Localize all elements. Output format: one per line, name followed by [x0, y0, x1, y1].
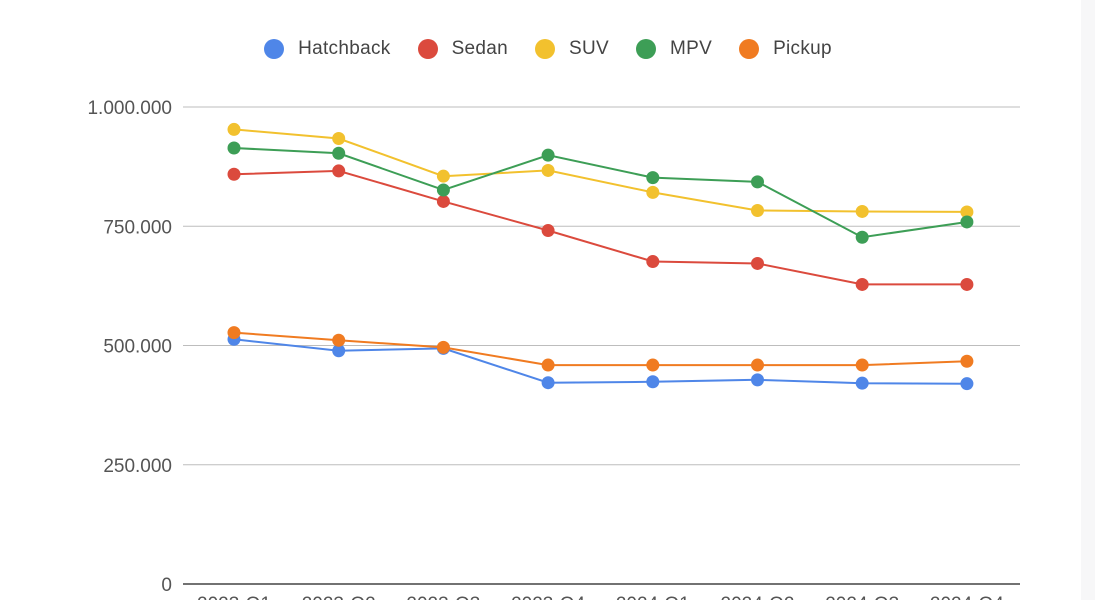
- legend-label: Pickup: [773, 38, 832, 59]
- y-tick-label: 1.000.000: [87, 98, 172, 119]
- x-tick-label: 2023-Q4: [511, 594, 585, 600]
- chart-legend: Hatchback Sedan SUV MPV Pickup: [0, 33, 1095, 65]
- legend-item-hatchback[interactable]: Hatchback: [264, 38, 390, 60]
- data-point-mpv: [227, 141, 241, 155]
- data-point-pickup: [436, 340, 450, 354]
- data-point-mpv: [646, 171, 660, 185]
- legend-item-sedan[interactable]: Sedan: [417, 38, 509, 60]
- x-tick-label: 2023-Q3: [406, 594, 480, 600]
- y-tick-label: 250.000: [103, 456, 172, 477]
- legend-item-mpv[interactable]: MPV: [635, 38, 713, 60]
- data-point-hatchback: [646, 375, 660, 389]
- legend-item-suv[interactable]: SUV: [535, 38, 609, 60]
- legend-marker-icon: [264, 39, 285, 59]
- legend-marker-icon: [417, 39, 438, 59]
- data-point-mpv: [332, 146, 346, 160]
- data-point-hatchback: [751, 373, 764, 387]
- y-tick-label: 0: [161, 575, 172, 596]
- x-tick-label: 2024-Q2: [721, 594, 795, 600]
- data-point-mpv: [855, 230, 869, 244]
- data-point-hatchback: [541, 376, 555, 390]
- legend-label: Hatchback: [298, 38, 391, 59]
- legend-marker-icon: [739, 39, 760, 59]
- data-point-sedan: [332, 164, 346, 178]
- data-point-mpv: [751, 175, 764, 189]
- data-point-suv: [646, 185, 660, 199]
- x-tick-label: 2024-Q3: [825, 594, 899, 600]
- data-point-mpv: [436, 183, 450, 197]
- data-point-suv: [332, 131, 346, 145]
- data-point-suv: [436, 169, 450, 183]
- data-point-suv: [855, 204, 869, 218]
- series-line-suv: [233, 128, 967, 213]
- data-point-pickup: [541, 358, 555, 372]
- data-point-pickup: [751, 358, 764, 372]
- data-point-sedan: [751, 256, 764, 270]
- data-point-sedan: [541, 224, 555, 238]
- y-tick-label: 750.000: [103, 217, 172, 238]
- series-line-hatchback: [233, 338, 967, 385]
- data-point-hatchback: [960, 377, 974, 391]
- series-line-mpv: [233, 147, 968, 239]
- data-point-suv: [227, 122, 241, 136]
- data-point-pickup: [855, 358, 869, 372]
- x-tick-label: 2024-Q4: [930, 594, 1004, 600]
- series-line-pickup: [233, 331, 967, 367]
- data-point-sedan: [855, 277, 869, 291]
- legend-marker-icon: [535, 39, 556, 59]
- data-point-suv: [541, 163, 555, 177]
- data-point-sedan: [436, 194, 450, 208]
- y-tick-label: 500.000: [103, 337, 172, 358]
- legend-label: MPV: [669, 38, 713, 59]
- data-point-mpv: [541, 148, 555, 162]
- x-tick-label: 2023-Q1: [197, 594, 271, 600]
- data-point-hatchback: [855, 376, 869, 390]
- data-point-pickup: [332, 333, 346, 347]
- data-point-sedan: [227, 167, 241, 181]
- data-point-mpv: [960, 215, 974, 229]
- data-point-pickup: [227, 326, 241, 340]
- legend-item-pickup[interactable]: Pickup: [739, 38, 832, 60]
- x-tick-label: 2024-Q1: [616, 594, 690, 600]
- data-point-suv: [960, 205, 974, 219]
- legend-label: Sedan: [451, 38, 509, 59]
- data-point-hatchback: [332, 344, 346, 358]
- legend-marker-icon: [635, 39, 656, 59]
- data-point-suv: [751, 204, 764, 218]
- data-point-pickup: [960, 354, 974, 368]
- data-point-sedan: [960, 277, 974, 291]
- x-tick-label: 2023-Q2: [302, 594, 376, 600]
- legend-label: SUV: [569, 38, 609, 59]
- right-edge-band: [1081, 0, 1095, 600]
- data-point-sedan: [646, 255, 660, 269]
- series-line-sedan: [233, 169, 967, 286]
- data-point-pickup: [646, 358, 660, 372]
